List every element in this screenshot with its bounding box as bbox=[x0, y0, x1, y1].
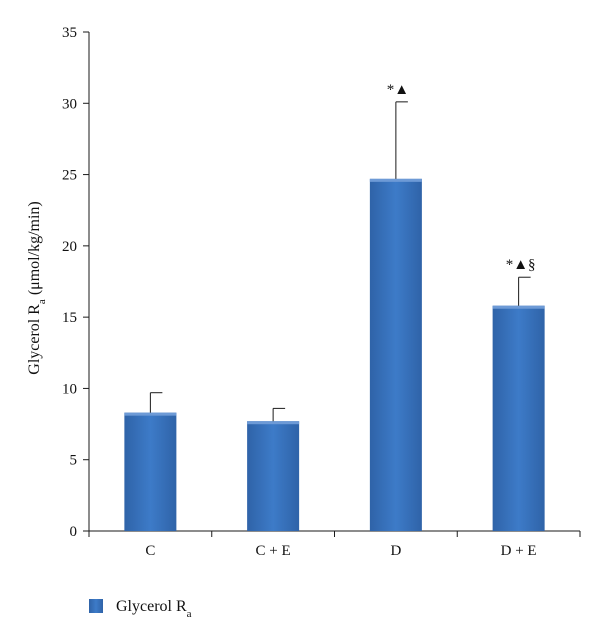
significance-marker: *▲§ bbox=[506, 257, 536, 273]
bar-top-highlight bbox=[369, 178, 422, 182]
significance-marker: *▲ bbox=[387, 82, 409, 98]
legend-label: Glycerol Ra bbox=[116, 598, 192, 620]
y-tick-label: 25 bbox=[62, 168, 77, 184]
significance-annotations: *▲ *▲§ bbox=[387, 82, 536, 273]
x-tick-label: C + E bbox=[256, 543, 291, 559]
y-tick-label: 10 bbox=[62, 381, 77, 397]
x-axis: C C + E D D + E bbox=[88, 530, 581, 559]
y-axis-title-units: (μmol/kg/min) bbox=[26, 201, 43, 299]
legend-label-sub: a bbox=[187, 608, 192, 620]
y-tick-label: 5 bbox=[70, 453, 78, 469]
y-axis-title-main: Glycerol R bbox=[26, 304, 43, 375]
bars bbox=[124, 178, 545, 531]
bar bbox=[247, 421, 300, 531]
y-axis: 0 5 10 15 20 25 30 35 bbox=[62, 25, 90, 540]
x-tick-label: D bbox=[390, 543, 401, 559]
y-tick-label: 20 bbox=[62, 239, 77, 255]
legend-label-main: Glycerol R bbox=[116, 598, 187, 615]
legend-swatch bbox=[89, 599, 103, 613]
y-tick-label: 0 bbox=[70, 524, 78, 540]
y-tick-label: 30 bbox=[62, 96, 77, 112]
bar bbox=[124, 412, 177, 531]
y-axis-title: Glycerol Ra (μmol/kg/min) bbox=[26, 201, 48, 374]
bar bbox=[492, 305, 545, 531]
error-bars bbox=[149, 101, 531, 422]
bar-top-highlight bbox=[124, 412, 177, 416]
bar bbox=[369, 178, 422, 531]
y-tick-label: 35 bbox=[62, 25, 77, 41]
y-tick-label: 15 bbox=[62, 310, 77, 326]
bar-top-highlight bbox=[492, 305, 545, 309]
legend: Glycerol Ra bbox=[89, 598, 192, 620]
x-tick-label: C bbox=[145, 543, 155, 559]
y-axis-title-sub: a bbox=[36, 299, 48, 304]
x-tick-label: D + E bbox=[501, 543, 537, 559]
bar-top-highlight bbox=[247, 421, 300, 425]
